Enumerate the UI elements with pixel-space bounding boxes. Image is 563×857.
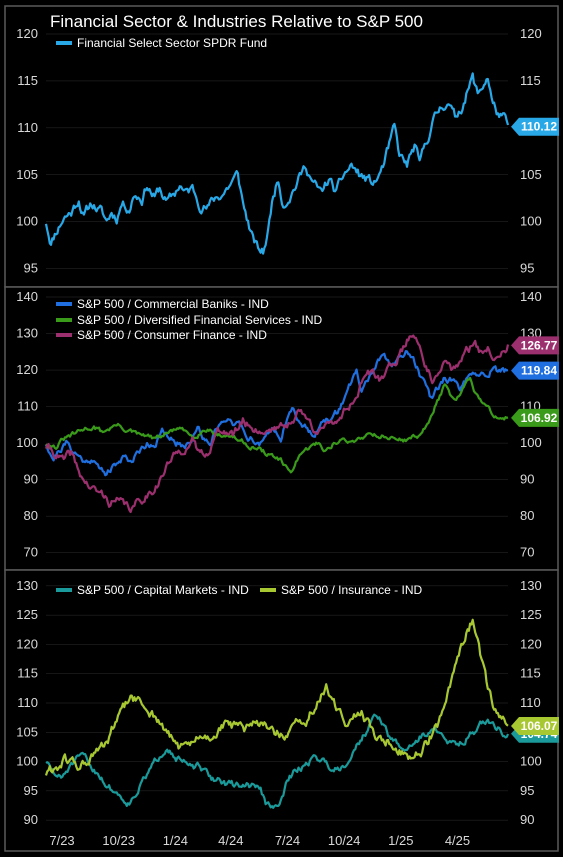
chart-title: Financial Sector & Industries Relative t…: [50, 12, 423, 31]
last-value-tag-consumer: [511, 336, 559, 355]
y-tick-label-left: 105: [16, 167, 38, 182]
last-value-label-diversified: 106.92: [521, 411, 558, 425]
legend-label-capital: S&P 500 / Capital Markets - IND: [77, 583, 249, 597]
y-tick-label-right: 90: [520, 472, 534, 487]
x-tick-label: 7/23: [49, 833, 74, 848]
y-tick-label-right: 100: [520, 435, 542, 450]
legend-label-insurance: S&P 500 / Insurance - IND: [281, 583, 423, 597]
y-tick-label-right: 70: [520, 545, 534, 560]
y-tick-label-left: 115: [17, 666, 38, 681]
y-tick-label-left: 95: [24, 783, 38, 798]
top-panel-frame: [4, 5, 559, 288]
y-tick-label-right: 80: [520, 508, 534, 523]
y-tick-label-left: 140: [16, 289, 38, 304]
series-line-diversified: [45, 376, 509, 474]
y-tick-label-right: 120: [520, 26, 542, 41]
tick-layer: 7/23 10/23 1/24 4/24 7/24 10/24 1/25 4/25 95 95 10…: [16, 26, 541, 848]
x-tick-label: 7/24: [275, 833, 300, 848]
last-value-tag-insurance: [511, 717, 559, 736]
y-tick-label-left: 100: [16, 754, 38, 769]
x-tick-label: 4/25: [445, 833, 470, 848]
y-tick-label-right: 115: [520, 73, 541, 88]
y-tick-label-right: 100: [520, 214, 542, 229]
y-tick-label-right: 110: [520, 695, 541, 710]
last-value-label-insurance: 106.07: [521, 719, 558, 733]
y-tick-label-left: 125: [16, 607, 38, 622]
series-line-consumer: [44, 334, 510, 514]
y-tick-label-left: 130: [16, 578, 38, 593]
y-tick-label-right: 95: [520, 261, 534, 276]
last-value-label-xlf: 110.12: [521, 120, 557, 134]
y-tick-label-right: 105: [520, 167, 542, 182]
last-value-label-consumer: 126.77: [521, 338, 558, 352]
y-tick-label-left: 110: [17, 695, 38, 710]
y-tick-label-right: 95: [520, 783, 534, 798]
y-tick-label-left: 95: [24, 261, 38, 276]
y-tick-label-left: 115: [17, 73, 38, 88]
y-tick-label-left: 120: [16, 636, 38, 651]
last-value-tag-xlf: [511, 117, 559, 136]
series-line-insurance: [44, 618, 509, 776]
x-tick-label: 1/24: [163, 833, 188, 848]
series-line-capital: [45, 713, 510, 809]
legend-label-consumer: S&P 500 / Consumer Finance - IND: [77, 328, 267, 342]
y-tick-label-right: 90: [520, 812, 534, 827]
y-tick-label-right: 100: [520, 754, 542, 769]
y-tick-label-right: 130: [520, 578, 542, 593]
y-tick-label-left: 110: [17, 120, 38, 135]
y-tick-label-left: 90: [24, 812, 38, 827]
x-tick-label: 1/25: [388, 833, 413, 848]
last-value-tag-banks: [511, 361, 559, 380]
series-line-xlf: [44, 72, 510, 255]
y-tick-label-left: 110: [17, 399, 38, 414]
y-tick-label-left: 80: [24, 508, 38, 523]
bottom-panel-frame: [4, 569, 559, 852]
legend-label-diversified: S&P 500 / Diversified Financial Services…: [77, 313, 323, 327]
y-tick-label-left: 70: [24, 545, 38, 560]
y-tick-label-left: 100: [16, 214, 38, 229]
y-tick-label-left: 90: [24, 472, 38, 487]
y-tick-label-left: 130: [16, 326, 38, 341]
y-tick-label-right: 125: [520, 607, 542, 622]
last-value-tag-diversified: [511, 408, 559, 427]
x-tick-label: 10/24: [328, 833, 361, 848]
y-tick-label-left: 120: [16, 26, 38, 41]
y-tick-label-left: 100: [16, 435, 38, 450]
y-tick-label-right: 120: [520, 636, 542, 651]
x-tick-label: 10/23: [102, 833, 135, 848]
y-tick-label-left: 105: [16, 724, 38, 739]
y-tick-label-right: 140: [520, 289, 542, 304]
series-layer: [44, 72, 510, 809]
x-tick-label: 4/24: [218, 833, 243, 848]
y-tick-label-right: 115: [520, 666, 541, 681]
y-tick-label-left: 120: [16, 362, 38, 377]
legend-label-xlf: Financial Select Sector SPDR Fund: [77, 36, 267, 50]
legend-label-banks: S&P 500 / Commercial Baniks - IND: [77, 297, 269, 311]
last-value-label-banks: 119.84: [521, 364, 557, 378]
series-line-banks: [44, 350, 509, 477]
